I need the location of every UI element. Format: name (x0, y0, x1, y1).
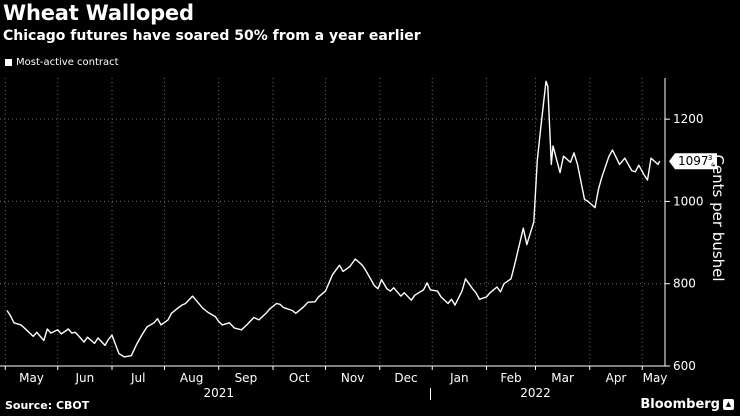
y-tick-label: 800 (673, 277, 696, 291)
x-tick-label: Jun (75, 371, 95, 385)
year-label: 2022 (520, 386, 551, 400)
x-tick-label: May (19, 371, 44, 385)
legend-swatch (5, 59, 12, 66)
y-tick-label: 1000 (673, 194, 704, 208)
year-label: 2021 (203, 386, 234, 400)
x-tick-label: Nov (341, 371, 364, 385)
chart-title: Wheat Walloped (3, 1, 194, 25)
last-value-callout (669, 153, 717, 170)
x-tick-label: Apr (606, 371, 627, 385)
x-tick-label: Feb (500, 371, 521, 385)
x-tick-label: Dec (394, 371, 417, 385)
source-note: Source: CBOT (5, 399, 90, 412)
x-tick-label: Oct (289, 371, 310, 385)
x-tick-label: Jul (130, 371, 145, 385)
x-tick-label: Aug (180, 371, 203, 385)
y-tick-label: 1200 (673, 112, 704, 126)
x-tick-label: May (643, 371, 668, 385)
chart-subtitle: Chicago futures have soared 50% from a y… (3, 28, 421, 44)
bloomberg-logo: Bloomberg ▲ (640, 397, 734, 412)
legend-label: Most-active contract (16, 57, 119, 68)
y-tick-label: 600 (673, 359, 696, 373)
x-tick-label: Jan (449, 371, 469, 385)
y-axis-label: Cents per bushel (709, 154, 727, 282)
price-line (6, 80, 661, 358)
x-tick-label: Mar (551, 371, 574, 385)
legend: Most-active contract (5, 57, 119, 68)
x-tick-label: Sep (235, 371, 258, 385)
last-value-fraction-numerator: 3 (708, 154, 712, 162)
last-value-label: 1097 (678, 154, 709, 168)
bloomberg-mark-icon: ▲ (723, 399, 734, 410)
last-value-fraction-denominator: 4 (711, 161, 716, 169)
